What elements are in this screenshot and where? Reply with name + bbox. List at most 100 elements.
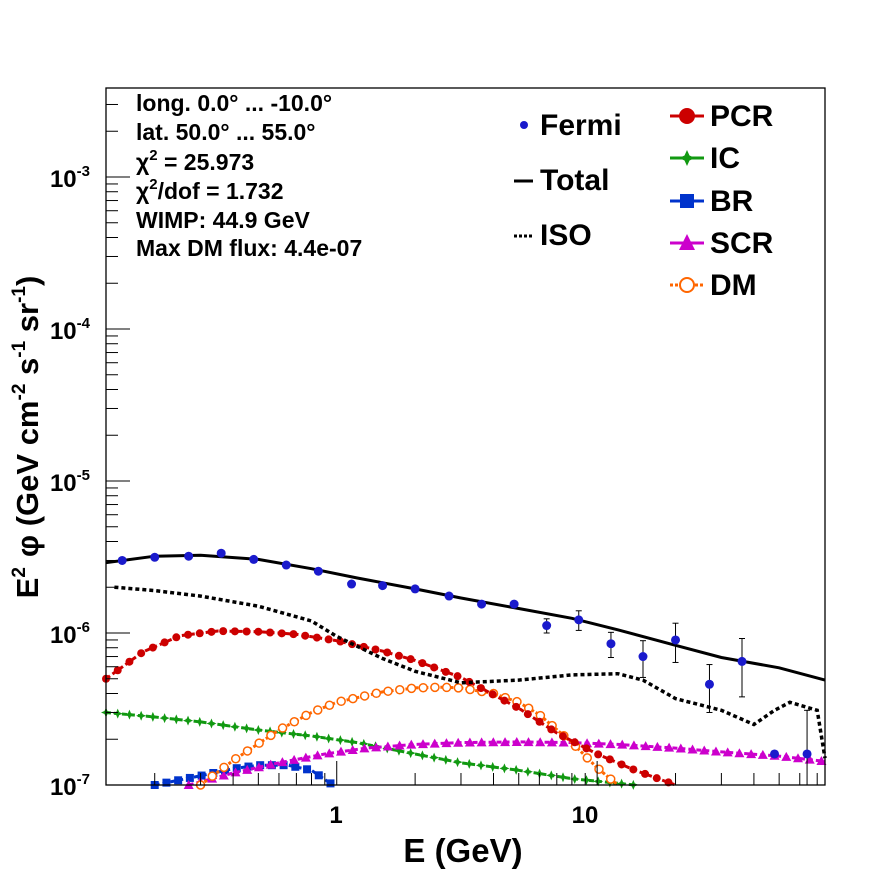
series-marker-br (162, 778, 171, 787)
series-marker-scr (335, 746, 346, 756)
series-marker-ic (347, 736, 358, 747)
legend-pcr-marker (679, 108, 695, 124)
fermi-point (542, 621, 552, 631)
legend-scr-label: SCR (710, 227, 774, 260)
series-marker-pcr (430, 663, 439, 672)
fermi-point (737, 656, 747, 666)
series-marker-br (244, 762, 253, 771)
series-marker-ic (511, 764, 522, 775)
chi2-line: χ2 = 25.973 (136, 147, 254, 175)
series-marker-scr (265, 759, 276, 769)
series-marker-pcr (160, 638, 169, 647)
series-marker-ic (558, 772, 569, 783)
plot-frame (105, 87, 826, 786)
series-marker-br (174, 776, 183, 785)
series-marker-ic (593, 776, 604, 787)
info-line: Max DM flux: 4.4e-07 (136, 235, 362, 261)
series-marker-ic (124, 709, 135, 720)
series-marker-pcr (301, 631, 310, 640)
fermi-point (281, 560, 291, 570)
fermi-point (509, 599, 519, 609)
series-marker-scr (429, 738, 440, 748)
series-marker-ic (487, 761, 498, 772)
fermi-point (444, 591, 454, 601)
series-marker-ic (206, 718, 217, 729)
series-marker-ic (241, 723, 252, 734)
series-marker-ic (183, 715, 194, 726)
series-marker-scr (734, 748, 745, 758)
fermi-point (606, 639, 616, 649)
series-marker-scr (640, 741, 651, 751)
fermi-point (117, 555, 127, 565)
series-marker-scr (792, 753, 803, 763)
series-marker-scr (757, 749, 768, 759)
fermi-point (770, 749, 780, 759)
fit-info: long. 0.0° ... -10.0° lat. 50.0° ... 55.… (136, 90, 362, 261)
y-tick-label: 10-4 (50, 315, 91, 345)
series-marker-scr (218, 770, 229, 780)
series-marker-pcr (582, 744, 591, 753)
series-pcr (102, 627, 677, 787)
info-line: lat. 50.0° ... 55.0° (136, 119, 316, 145)
series-marker-pcr (324, 635, 333, 644)
series-marker-br (291, 762, 300, 771)
series-marker-pcr (207, 627, 216, 636)
series-marker-scr (605, 739, 616, 749)
series-marker-scr (593, 738, 604, 748)
series-marker-scr (277, 757, 288, 767)
series-marker-dm (219, 762, 229, 773)
series-marker-ic (194, 716, 205, 727)
x-tick-label: 1 (329, 802, 342, 829)
series-marker-br (326, 779, 335, 788)
series-marker-ic (218, 720, 229, 731)
series-marker-dm (594, 764, 604, 774)
fermi-point (671, 635, 681, 645)
fermi-point (313, 566, 323, 576)
series-marker-scr (699, 745, 710, 755)
series-marker-ic (429, 752, 440, 763)
series-marker-scr (394, 740, 405, 750)
series-marker-scr (289, 754, 300, 764)
series-marker-ic (136, 710, 147, 721)
series-marker-dm (605, 774, 616, 784)
series-marker-scr (652, 741, 663, 751)
series-marker-ic (393, 745, 404, 756)
series-marker-ic (499, 763, 510, 774)
series-marker-scr (664, 742, 675, 752)
legend-left: Fermi Total ISO (514, 109, 622, 252)
series-marker-dm (582, 753, 593, 763)
series-marker-scr (441, 738, 452, 748)
series-marker-ic (546, 770, 557, 781)
series-marker-scr (464, 737, 475, 747)
series-marker-ic (229, 721, 240, 732)
series-marker-dm (266, 730, 276, 741)
legend-pcr-label: PCR (710, 100, 774, 133)
fermi-point (574, 615, 584, 625)
series-scr (183, 736, 827, 789)
x-tick-label: 10 (572, 802, 599, 829)
series-marker-pcr (512, 702, 521, 711)
series-fermi (117, 548, 812, 786)
series-marker-ic (358, 738, 369, 749)
series-marker-br (185, 773, 194, 782)
series-marker-pcr (652, 774, 661, 783)
legend-fermi-marker (520, 121, 528, 129)
fermi-point (347, 579, 357, 589)
series-marker-pcr (605, 755, 614, 764)
legend-fermi-label: Fermi (540, 109, 622, 142)
series-marker-scr (523, 737, 534, 747)
legend-br-marker (680, 194, 694, 208)
fermi-point (410, 584, 420, 594)
legend-total-label: Total (540, 164, 609, 197)
series-marker-ic (452, 757, 463, 768)
fermi-point (184, 551, 194, 561)
legend-ic-label: IC (710, 142, 740, 175)
series-marker-dm (418, 682, 428, 693)
axis-ticks (106, 103, 818, 786)
series-marker-pcr (219, 627, 228, 636)
series-marker-scr (300, 752, 311, 762)
series-marker-pcr (441, 667, 450, 676)
series-line-iso (114, 585, 827, 759)
legend-scr-marker (679, 234, 695, 250)
